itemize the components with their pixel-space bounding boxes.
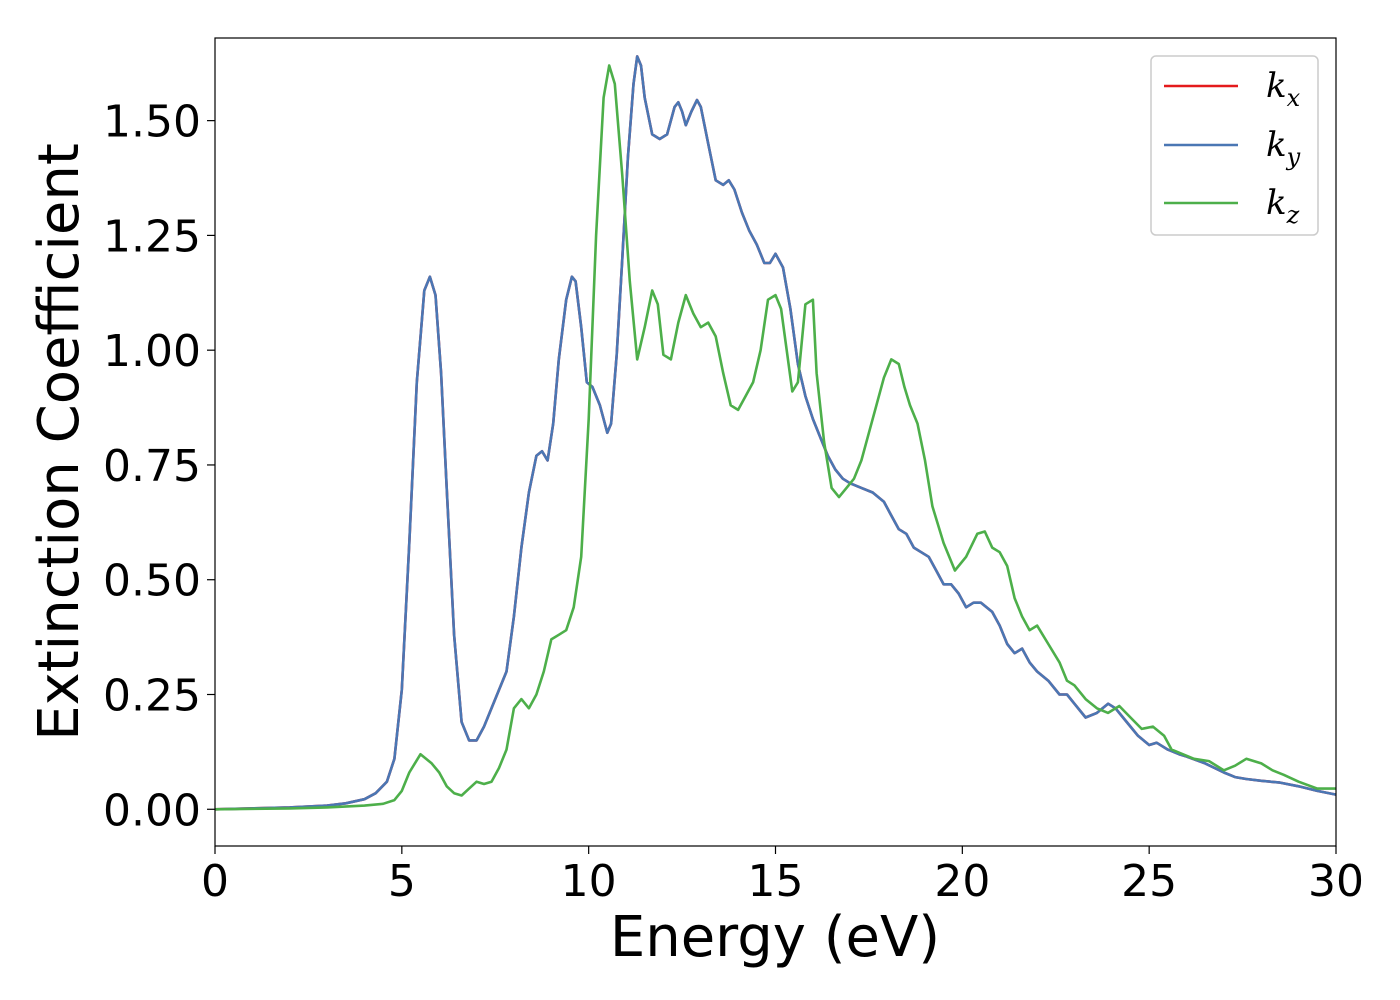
series-line-y xyxy=(214,55,1337,811)
y-tick-label: 1.00 xyxy=(103,326,201,377)
legend-subscript-z: z xyxy=(1286,201,1300,229)
legend-subscript-x: x xyxy=(1287,84,1301,112)
x-tick-label: 25 xyxy=(1121,856,1177,907)
x-tick-label: 30 xyxy=(1308,856,1364,907)
legend-subscript-y: y xyxy=(1286,143,1301,171)
x-tick-label: 10 xyxy=(561,856,617,907)
y-tick-label: 0.75 xyxy=(103,441,201,492)
y-tick-label: 0.50 xyxy=(103,556,201,607)
plot-lines xyxy=(214,55,1337,811)
x-tick-label: 20 xyxy=(934,856,990,907)
x-axis-label: Energy (eV) xyxy=(610,905,940,970)
series-line-z xyxy=(214,64,1336,811)
y-tick-label: 0.00 xyxy=(103,785,201,836)
legend-label-z: kz xyxy=(1266,183,1300,229)
y-tick-label: 1.50 xyxy=(103,97,201,148)
y-axis-label: Extinction Coefficient xyxy=(27,143,92,741)
x-tick-label: 15 xyxy=(748,856,804,907)
x-axis-ticks: 0 5 10 15 20 25 30 xyxy=(201,846,1364,907)
x-tick-label: 5 xyxy=(388,856,416,907)
y-tick-label: 0.25 xyxy=(103,671,201,722)
y-tick-label: 1.25 xyxy=(103,211,201,262)
y-axis-ticks: 0.00 0.25 0.50 0.75 1.00 1.25 1.50 xyxy=(103,97,215,836)
x-tick-label: 0 xyxy=(201,856,229,907)
